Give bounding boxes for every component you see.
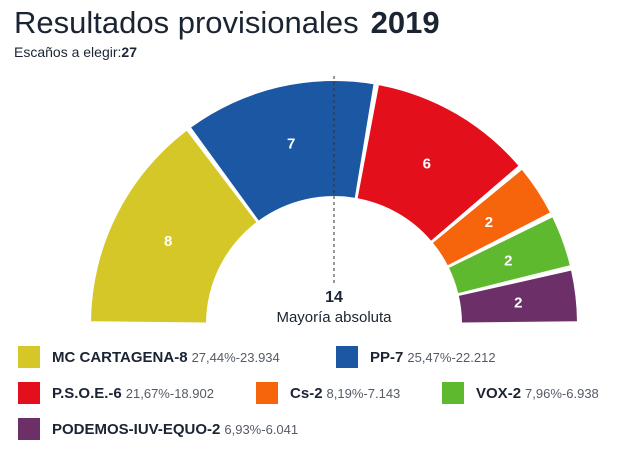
seat-labels: 8 7 6 2 2 2 [164,136,522,312]
legend-separator: - [169,385,175,401]
legend-item-psoe: P.S.O.E. - 6 21,67% - 18.902 [18,378,214,408]
legend-votes: 22.212 [455,349,496,365]
majority-value: 14 [325,289,343,306]
legend-seats: 2 [212,420,221,438]
title-year: 2019 [370,5,440,40]
legend-row: MC CARTAGENA - 8 27,44% - 23.934 PP - 7 25,47… [18,342,628,378]
legend-separator: - [235,349,240,365]
legend-swatch [336,346,358,368]
legend-swatch [18,382,40,404]
legend-percent: 7,96% [525,385,562,401]
legend-row: PODEMOS-IUV-EQUO - 2 6,93% - 6.041 [18,414,628,450]
chart-title: Resultados provisionales 2019 [14,4,629,42]
majority-label: Mayoría absoluta [276,309,392,326]
hemicycle-segment-2 [357,85,519,241]
seats-total: 27 [121,44,137,60]
hemicycle-segments [91,81,577,323]
legend: MC CARTAGENA - 8 27,44% - 23.934 PP - 7 25,47… [18,342,628,450]
legend-item-podemos: PODEMOS-IUV-EQUO - 2 6,93% - 6.041 [18,414,298,444]
legend-seats: 6 [113,384,122,402]
legend-seats: 7 [395,348,404,366]
title-text: Resultados provisionales [14,5,359,40]
hemicycle-segment-1 [191,81,374,221]
hemicycle-segment-3 [432,169,550,266]
legend-separator: - [390,348,396,366]
hemicycle-chart: 8 7 6 2 2 2 14 Mayoría absoluta [91,76,577,326]
legend-item-vox: VOX - 2 7,96% - 6.938 [442,378,599,408]
legend-item-cs: Cs - 2 8,19% - 7.143 [256,378,400,408]
hemicycle-segment-5 [458,270,577,323]
legend-separator: - [309,384,315,402]
legend-party-name: PODEMOS-IUV-EQUO [52,420,208,438]
legend-separator: - [108,384,114,402]
legend-party-name: P.S.O.E. [52,384,109,402]
legend-percent: 8,19% [326,385,364,401]
legend-swatch [442,382,464,404]
legend-row: P.S.O.E. - 6 21,67% - 18.902 Cs - 2 8,19% - 7.… [18,378,628,414]
legend-swatch [18,418,40,440]
legend-seats: 2 [512,384,522,402]
legend-separator: - [207,420,213,438]
legend-votes: 6.938 [566,385,599,401]
legend-swatch [256,382,278,404]
hemicycle-segment-4 [449,217,570,294]
legend-percent: 25,47% [407,349,452,365]
legend-item-mc-cartagena: MC CARTAGENA - 8 27,44% - 23.934 [18,342,280,372]
legend-party-name: PP [370,348,391,366]
legend-votes: 23.934 [240,349,280,365]
legend-percent: 6,93% [224,421,262,437]
seat-label-0: 8 [164,233,172,250]
legend-votes: 18.902 [174,385,214,401]
legend-separator: - [174,348,180,366]
legend-votes: 6.041 [265,421,299,437]
seat-label-5: 2 [514,294,522,311]
legend-votes: 7.143 [367,385,401,401]
legend-seats: 8 [179,348,188,366]
legend-percent: 21,67% [125,385,170,401]
hemicycle-segment-0 [91,130,257,323]
chart-header: Resultados provisionales 2019 Escaños a e… [14,4,629,61]
seat-label-1: 7 [287,136,295,153]
legend-separator: - [507,384,513,402]
legend-separator: - [363,385,368,401]
legend-percent: 27,44% [191,349,236,365]
legend-separator: - [561,385,567,401]
seats-to-elect: Escaños a elegir:27 [14,43,629,61]
legend-party-name: MC CARTAGENA [52,348,175,366]
legend-seats: 2 [314,384,323,402]
legend-swatch [18,346,40,368]
legend-separator: - [451,349,456,365]
legend-party-name: VOX [476,384,508,402]
legend-separator: - [261,421,266,437]
seat-label-3: 2 [485,214,493,231]
seats-label: Escaños a elegir: [14,44,122,60]
seat-label-4: 2 [504,253,512,270]
seat-label-2: 6 [423,155,431,172]
legend-item-pp: PP - 7 25,47% - 22.212 [336,342,496,372]
legend-party-name: Cs [290,384,310,402]
